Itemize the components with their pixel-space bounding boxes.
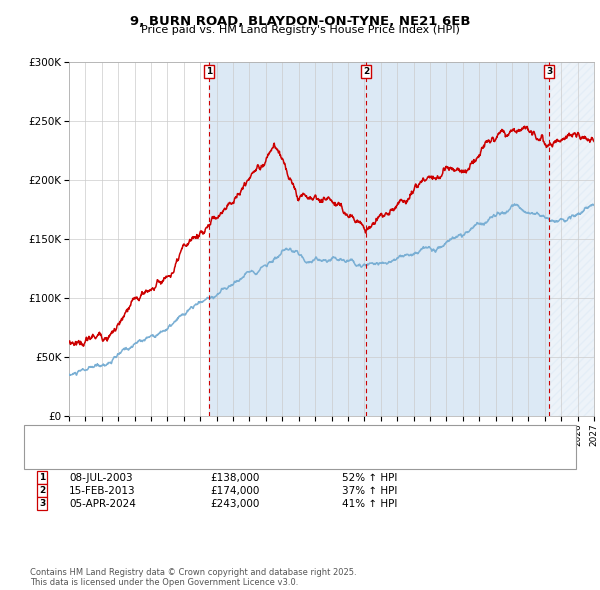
Text: 37% ↑ HPI: 37% ↑ HPI <box>342 486 397 496</box>
Bar <box>366 62 549 416</box>
Bar <box>549 62 594 416</box>
Text: 1: 1 <box>206 67 212 76</box>
Text: 41% ↑ HPI: 41% ↑ HPI <box>342 499 397 509</box>
Text: 05-APR-2024: 05-APR-2024 <box>69 499 136 509</box>
Bar <box>209 62 366 416</box>
Text: 08-JUL-2003: 08-JUL-2003 <box>69 473 133 483</box>
Text: 52% ↑ HPI: 52% ↑ HPI <box>342 473 397 483</box>
Text: £174,000: £174,000 <box>210 486 259 496</box>
Text: Price paid vs. HM Land Registry's House Price Index (HPI): Price paid vs. HM Land Registry's House … <box>140 25 460 35</box>
Text: £243,000: £243,000 <box>210 499 259 509</box>
Text: 3: 3 <box>39 499 45 509</box>
Text: 9, BURN ROAD, BLAYDON-ON-TYNE, NE21 6EB: 9, BURN ROAD, BLAYDON-ON-TYNE, NE21 6EB <box>130 15 470 28</box>
Text: 9, BURN ROAD, BLAYDON-ON-TYNE, NE21 6EB (semi-detached house): 9, BURN ROAD, BLAYDON-ON-TYNE, NE21 6EB … <box>63 431 405 440</box>
Text: 2: 2 <box>39 486 45 496</box>
Text: 2: 2 <box>363 67 370 76</box>
Text: Contains HM Land Registry data © Crown copyright and database right 2025.
This d: Contains HM Land Registry data © Crown c… <box>30 568 356 587</box>
Text: 15-FEB-2013: 15-FEB-2013 <box>69 486 136 496</box>
Text: £138,000: £138,000 <box>210 473 259 483</box>
Text: 1: 1 <box>39 473 45 483</box>
Text: HPI: Average price, semi-detached house, Gateshead: HPI: Average price, semi-detached house,… <box>63 444 323 453</box>
Text: 3: 3 <box>546 67 553 76</box>
